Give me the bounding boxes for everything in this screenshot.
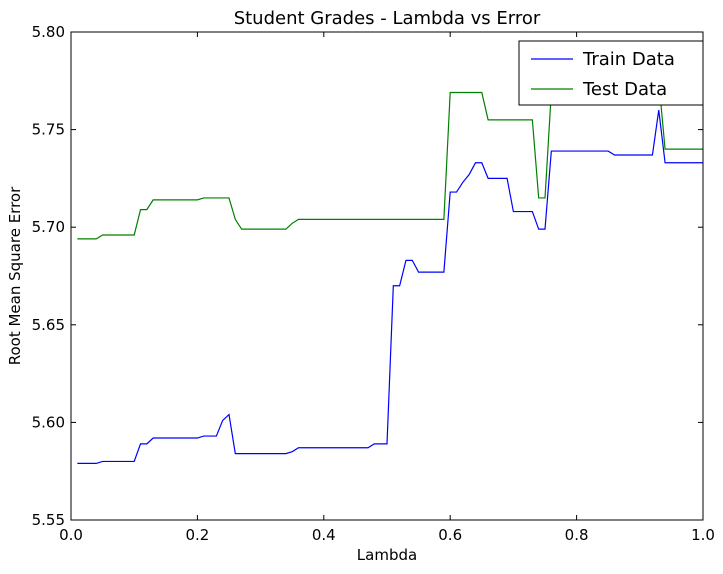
x-axis-label: Lambda (357, 546, 417, 564)
x-tick-label: 0.0 (59, 526, 83, 544)
y-tick-label: 5.55 (32, 511, 65, 529)
y-tick-label: 5.80 (32, 23, 65, 41)
legend-label: Train Data (582, 49, 675, 70)
series-line-train (77, 109, 703, 464)
x-tick-label: 0.8 (565, 526, 589, 544)
x-tick-label: 0.4 (312, 526, 336, 544)
tick-layer: 0.0 0.2 0.4 0.6 0.8 1.0 5.55 5.60 5.65 5.70 5.75 5.… (32, 23, 715, 544)
y-axis-label: Root Mean Square Error (6, 186, 24, 365)
legend: Train Data Test Data (518, 40, 704, 106)
y-tick-label: 5.75 (32, 121, 65, 139)
x-tick-label: 0.2 (185, 526, 209, 544)
legend-label: Test Data (582, 79, 667, 100)
legend-box (518, 40, 704, 106)
y-tick-label: 5.70 (32, 218, 65, 236)
x-tick-label: 0.6 (438, 526, 462, 544)
x-tick-label: 1.0 (691, 526, 715, 544)
chart-title: Student Grades - Lambda vs Error (234, 8, 541, 29)
plot-frame (70, 31, 704, 521)
y-tick-label: 5.65 (32, 316, 65, 334)
y-tick-label: 5.60 (32, 413, 65, 431)
